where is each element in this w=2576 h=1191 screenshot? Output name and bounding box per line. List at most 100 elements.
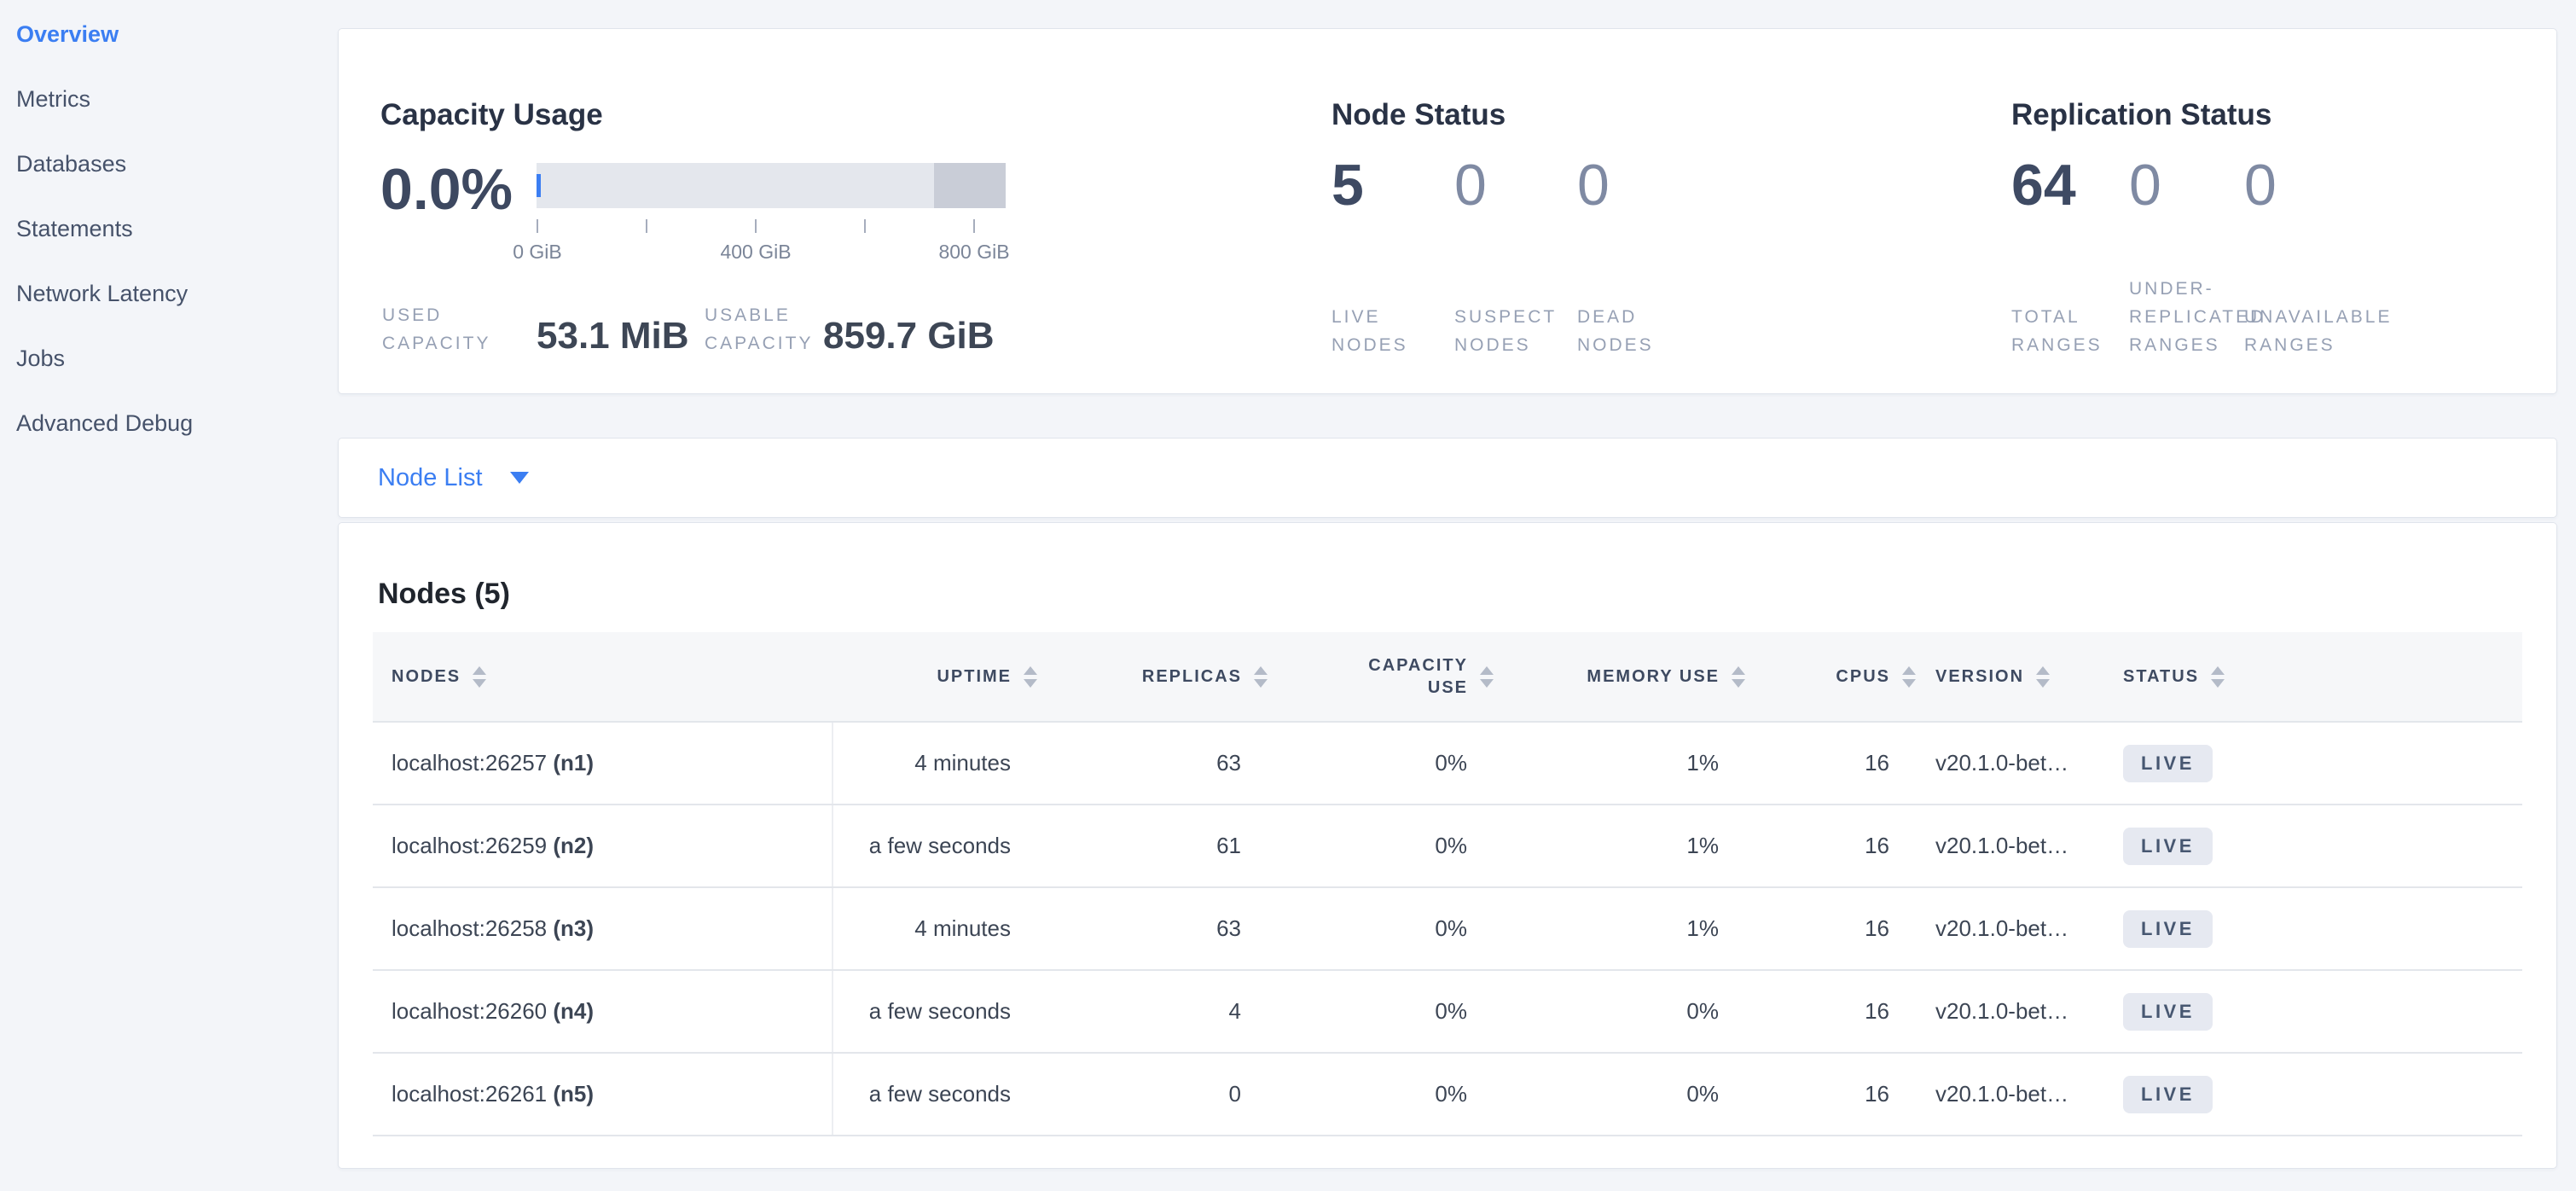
sidebar-item-databases[interactable]: Databases <box>16 150 127 177</box>
column-label: CAPACITY USE <box>1368 656 1468 697</box>
axis-tick <box>646 219 647 233</box>
capacity-percent-value: 0.0% <box>380 157 513 222</box>
sort-icon[interactable] <box>1024 665 1037 688</box>
node-status-title: Node Status <box>1332 98 1506 132</box>
sort-icon[interactable] <box>1480 665 1494 688</box>
node-id: (n2) <box>553 833 595 858</box>
uptime-cell: a few seconds <box>833 805 1038 888</box>
column-label: NODES <box>392 666 461 686</box>
replicas-cell: 63 <box>1038 887 1268 971</box>
cpus-cell: 16 <box>1746 887 1917 971</box>
node-list-dropdown[interactable]: Node List <box>378 463 483 491</box>
cpus-cell: 16 <box>1746 805 1917 888</box>
suspect-nodes-label: SUSPECT NODES <box>1454 307 1558 355</box>
axis-tick <box>537 219 538 233</box>
cpus-cell: 16 <box>1746 722 1917 805</box>
sort-icon[interactable] <box>2211 665 2225 688</box>
table-row[interactable]: localhost:26260 (n4) a few seconds 4 0% … <box>373 970 2522 1054</box>
dead-nodes-stat: 0 DEAD NODES <box>1577 153 1714 359</box>
capacity-use-cell: 0% <box>1268 1053 1494 1136</box>
sidebar-item-jobs[interactable]: Jobs <box>16 345 66 371</box>
sidebar-item-network-latency[interactable]: Network Latency <box>16 280 189 306</box>
cpus-cell: 16 <box>1746 1053 1917 1136</box>
status-badge: LIVE <box>2123 1075 2213 1113</box>
replication-stats: 64 TOTAL RANGES 0 UNDER- REPLICATED RANG… <box>2011 153 2415 359</box>
sort-icon[interactable] <box>1902 665 1916 688</box>
table-row[interactable]: localhost:26259 (n2) a few seconds 61 0%… <box>373 805 2522 888</box>
used-capacity-value: 53.1 MiB <box>537 315 689 357</box>
version-cell: v20.1.0-bet… <box>1917 1053 2104 1136</box>
status-cell: LIVE <box>2104 1053 2522 1136</box>
version-cell: v20.1.0-bet… <box>1917 722 2104 805</box>
column-header-version[interactable]: VERSION <box>1917 632 2104 723</box>
node-address-cell: localhost:26260 (n4) <box>373 970 833 1054</box>
table-row[interactable]: localhost:26257 (n1) 4 minutes 63 0% 1% … <box>373 722 2522 805</box>
node-id: (n5) <box>553 1081 595 1107</box>
sidebar-item-overview[interactable]: Overview <box>16 20 119 47</box>
node-address-cell: localhost:26259 (n2) <box>373 805 833 888</box>
status-cell: LIVE <box>2104 805 2522 888</box>
capacity-use-cell: 0% <box>1268 970 1494 1054</box>
column-label: VERSION <box>1935 666 2025 686</box>
sidebar-item-statements[interactable]: Statements <box>16 215 133 241</box>
cluster-summary-panel: Capacity Usage 0.0% 0 GiB 400 GiB 800 Gi… <box>338 28 2557 394</box>
total-ranges-stat: 64 TOTAL RANGES <box>2011 153 2129 359</box>
capacity-bar-other-segment <box>933 163 1006 208</box>
axis-tick-label: 0 GiB <box>513 241 562 263</box>
nodes-table: NODES UPTIME REPLICAS CAPACITY USE <box>373 632 2522 1136</box>
column-header-memory-use[interactable]: MEMORY USE <box>1494 632 1746 723</box>
status-badge: LIVE <box>2123 992 2213 1031</box>
node-address: localhost:26260 <box>392 998 548 1024</box>
node-address-cell: localhost:26258 (n3) <box>373 887 833 971</box>
table-row[interactable]: localhost:26258 (n3) 4 minutes 63 0% 1% … <box>373 887 2522 971</box>
status-badge: LIVE <box>2123 909 2213 948</box>
node-address: localhost:26258 <box>392 915 548 941</box>
column-header-capacity-use[interactable]: CAPACITY USE <box>1268 632 1494 723</box>
column-header-nodes[interactable]: NODES <box>373 632 833 723</box>
uptime-cell: 4 minutes <box>833 722 1038 805</box>
node-address: localhost:26259 <box>392 833 548 858</box>
column-header-status[interactable]: STATUS <box>2104 632 2522 723</box>
used-capacity-label: USED CAPACITY <box>382 305 491 353</box>
table-header-row: NODES UPTIME REPLICAS CAPACITY USE <box>373 632 2522 723</box>
column-label: REPLICAS <box>1141 666 1242 686</box>
memory-use-cell: 0% <box>1494 970 1746 1054</box>
table-row[interactable]: localhost:26261 (n5) a few seconds 0 0% … <box>373 1053 2522 1136</box>
total-ranges-label: TOTAL RANGES <box>2011 307 2103 355</box>
uptime-cell: 4 minutes <box>833 887 1038 971</box>
sort-icon[interactable] <box>473 665 487 688</box>
sidebar-item-metrics[interactable]: Metrics <box>16 85 90 112</box>
status-cell: LIVE <box>2104 722 2522 805</box>
version-cell: v20.1.0-bet… <box>1917 887 2104 971</box>
capacity-usage-title: Capacity Usage <box>380 98 603 132</box>
sort-icon[interactable] <box>1732 665 1745 688</box>
node-address-cell: localhost:26257 (n1) <box>373 722 833 805</box>
live-nodes-label: LIVE NODES <box>1332 307 1408 355</box>
total-ranges-value: 64 <box>2011 153 2076 218</box>
nodes-panel: Nodes (5) NODES UPTIME REP <box>338 522 2557 1169</box>
column-label: MEMORY USE <box>1587 666 1720 686</box>
capacity-bar-used-marker <box>537 174 541 197</box>
sidebar: Overview Metrics Databases Statements Ne… <box>0 0 338 1191</box>
replicas-cell: 4 <box>1038 970 1268 1054</box>
node-id: (n1) <box>553 750 595 776</box>
axis-tick <box>755 219 757 233</box>
unavailable-ranges-stat: 0 UNAVAILABLE RANGES <box>2244 153 2415 359</box>
column-header-replicas[interactable]: REPLICAS <box>1038 632 1268 723</box>
column-header-cpus[interactable]: CPUS <box>1746 632 1917 723</box>
dead-nodes-label: DEAD NODES <box>1577 307 1654 355</box>
column-header-uptime[interactable]: UPTIME <box>833 632 1038 723</box>
status-badge: LIVE <box>2123 827 2213 865</box>
under-replicated-ranges-value: 0 <box>2129 153 2161 218</box>
sort-icon[interactable] <box>2036 665 2051 688</box>
node-id: (n4) <box>553 998 595 1024</box>
version-cell: v20.1.0-bet… <box>1917 970 2104 1054</box>
axis-tick-label: 800 GiB <box>938 241 1010 263</box>
node-address-cell: localhost:26261 (n5) <box>373 1053 833 1136</box>
capacity-bar <box>537 163 1006 208</box>
chevron-down-icon[interactable] <box>509 472 529 484</box>
sidebar-item-advanced-debug[interactable]: Advanced Debug <box>16 410 194 436</box>
sort-icon[interactable] <box>1254 665 1268 688</box>
replicas-cell: 61 <box>1038 805 1268 888</box>
node-id: (n3) <box>553 915 595 941</box>
